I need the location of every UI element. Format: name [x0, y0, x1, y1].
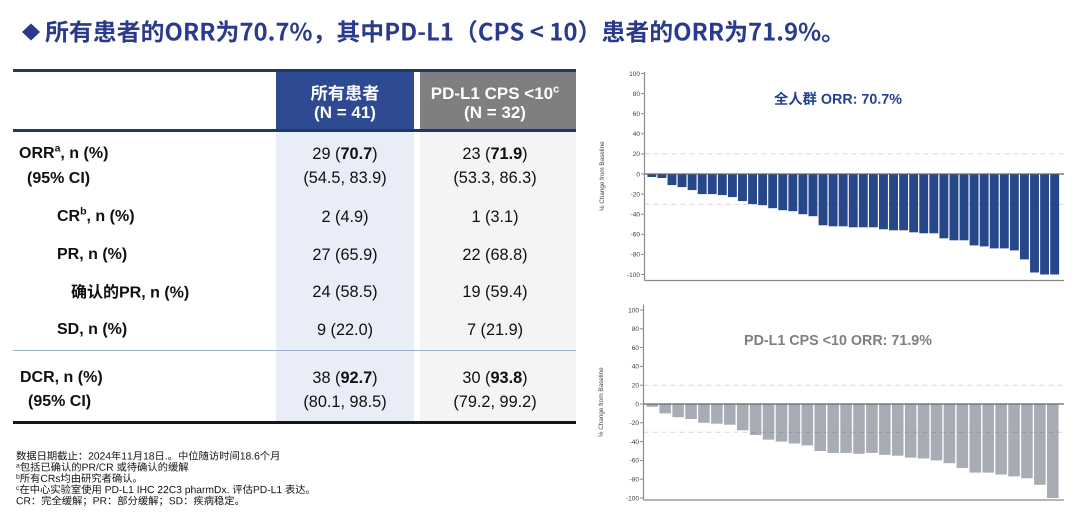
svg-text:% Change from Baseline: % Change from Baseline: [598, 367, 605, 437]
svg-text:20: 20: [632, 383, 640, 390]
svg-text:-40: -40: [631, 212, 641, 219]
svg-text:-20: -20: [630, 420, 640, 427]
svg-text:-100: -100: [626, 495, 639, 502]
svg-text:80: 80: [633, 91, 641, 98]
svg-text:% Change from Baseline: % Change from Baseline: [599, 141, 606, 211]
svg-text:20: 20: [633, 151, 641, 158]
svg-text:80: 80: [632, 326, 640, 333]
svg-text:-40: -40: [630, 439, 640, 446]
svg-text:60: 60: [633, 111, 641, 118]
svg-text:-20: -20: [631, 191, 641, 198]
svg-text:60: 60: [632, 345, 640, 352]
svg-text:40: 40: [632, 364, 640, 371]
svg-text:-60: -60: [630, 458, 640, 465]
svg-text:-80: -80: [631, 252, 641, 259]
svg-text:0: 0: [635, 401, 639, 408]
svg-text:0: 0: [636, 171, 640, 178]
svg-text:40: 40: [633, 131, 641, 138]
svg-text:100: 100: [629, 71, 640, 78]
svg-text:100: 100: [628, 307, 639, 314]
svg-text:-60: -60: [631, 232, 641, 239]
svg-text:-100: -100: [627, 272, 640, 279]
svg-text:-80: -80: [630, 477, 640, 484]
svg-text:PD-L1 CPS <10 ORR: 71.9%: PD-L1 CPS <10 ORR: 71.9%: [744, 333, 932, 349]
